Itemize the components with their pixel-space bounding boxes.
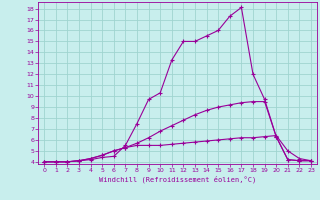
X-axis label: Windchill (Refroidissement éolien,°C): Windchill (Refroidissement éolien,°C) [99,176,256,183]
